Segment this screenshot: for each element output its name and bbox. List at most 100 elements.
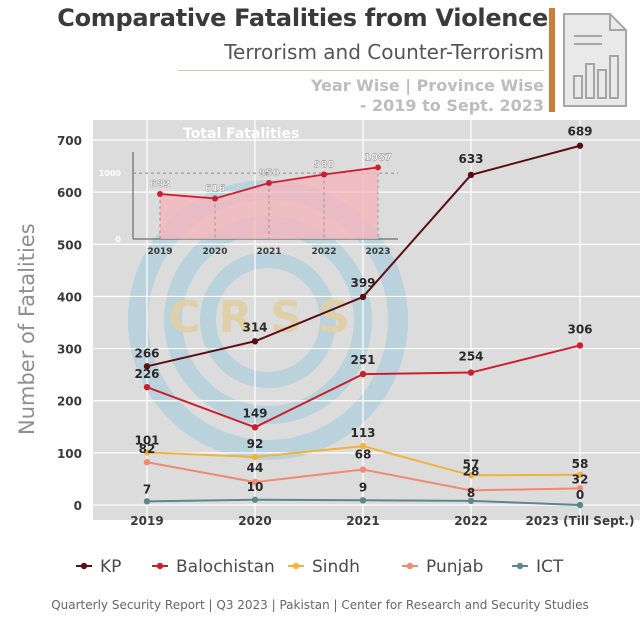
legend-item-balochistan: Balochistan [152,557,275,577]
data-point-ict [143,498,151,505]
data-point-balochistan [143,383,151,391]
data-label-punjab: 32 [572,472,589,486]
data-point-balochistan [251,424,259,431]
inset-point [157,191,163,198]
y-tick-label: 600 [57,186,82,200]
data-label-punjab: 68 [355,448,372,462]
data-label-sindh: 113 [350,426,375,440]
data-label-ict: 7 [143,482,151,496]
y-tick-label: 700 [57,134,82,148]
inset-x-tick-label: 2020 [202,247,227,257]
legend-marker [516,562,524,570]
y-tick-label: 100 [57,447,82,461]
inset-data-label: 850 [259,168,280,179]
legend-item-sindh: Sindh [288,557,360,577]
legend-item-kp: KP [76,557,121,577]
series-lines [143,142,584,509]
data-point-sindh [359,442,367,450]
x-tick-label: 2020 [238,514,271,528]
inset-point [321,171,327,178]
data-point-sindh [251,453,259,461]
inset-data-label: 1087 [364,152,392,163]
footer-text: Quarterly Security Report | Q3 2023 | Pa… [51,598,589,612]
inset-points [157,164,381,202]
y-tick-label: 0 [74,499,82,513]
page-subtitle: Terrorism and Counter-Terrorism [224,40,544,64]
data-label-ict: 0 [576,488,584,502]
data-point-balochistan [576,342,584,349]
y-tick-label: 500 [57,238,82,252]
legend-marker [80,562,88,570]
data-label-balochistan: 251 [350,353,375,367]
data-label-sindh: 57 [463,457,480,471]
inset-data-labels: 683 616 850 980 1087 [149,152,392,194]
inset-point [212,195,218,202]
data-point-punjab [143,459,151,466]
data-point-punjab [467,487,475,494]
x-tick-label: 2021 [346,514,379,528]
inset-data-label: 616 [205,183,226,194]
inset-y-tick-label: 1000 [99,169,122,178]
data-point-balochistan [467,369,475,376]
inset-point [266,180,272,187]
inset-data-label: 980 [314,159,335,170]
inset-x-tick-label: 2019 [147,247,172,257]
y-tick-label: 400 [57,290,82,304]
inset-y-tick-labels: 0 1000 [99,169,122,244]
scope-line-1: Year Wise | Province Wise [310,76,544,95]
data-point-balochistan [359,370,367,378]
inset-x-tick-labels: 2019 2020 2021 2022 2023 [147,247,390,257]
data-label-ict: 10 [247,480,264,494]
legend-item-punjab: Punjab [402,557,483,577]
inset-x-tick-label: 2022 [311,247,336,257]
accent-bar [549,8,555,112]
data-label-sindh: 92 [247,437,264,451]
inset-y-tick-label: 0 [115,235,121,244]
inset-data-label: 683 [150,179,171,190]
data-point-sindh [467,472,475,479]
data-label-balochistan: 226 [134,367,159,381]
y-tick-labels: 0 100 200 300 400 500 600 700 [57,134,82,513]
page-title: Comparative Fatalities from Violence [57,4,548,32]
data-label-kp: 399 [350,276,375,290]
data-point-kp [467,171,475,179]
data-point-punjab [576,485,584,492]
scope-line-2: - 2019 to Sept. 2023 [359,96,544,115]
legend-label: KP [100,557,121,577]
data-label-balochistan: 306 [567,322,592,336]
data-point-kp [251,338,259,345]
x-tick-label: 2019 [130,514,163,528]
legend-marker [292,562,300,570]
data-point-ict [251,496,259,503]
data-point-punjab [251,478,259,486]
data-point-ict [359,497,367,504]
legend-marker [156,562,164,570]
inset-x-tick-label: 2023 [365,247,390,257]
x-tick-labels: 2019 2020 2021 2022 2023 (Till Sept.) [130,514,634,528]
data-label-kp: 633 [458,152,483,166]
data-label-sindh: 101 [134,433,159,447]
report-chart-icon [563,13,627,107]
inset-point [375,164,381,171]
data-label-ict: 8 [467,486,475,500]
data-point-kp [143,363,151,370]
y-tick-label: 200 [57,395,82,409]
data-label-balochistan: 149 [242,406,267,420]
data-label-sindh: 58 [572,457,589,471]
inset-drop-lines [159,167,379,239]
data-point-kp [576,142,584,149]
data-point-sindh [576,471,584,478]
data-label-balochistan: 254 [458,350,483,364]
data-label-kp: 689 [567,125,592,139]
chart-legend: KP Balochistan Sindh Punjab ICT [76,557,564,577]
data-label-punjab: 44 [247,461,264,475]
data-point-ict [576,501,584,509]
data-label-kp: 314 [242,320,267,334]
data-label-punjab: 28 [463,464,480,478]
inset-x-tick-label: 2021 [256,247,281,257]
y-tick-label: 300 [57,343,82,357]
legend-item-ict: ICT [512,557,564,577]
